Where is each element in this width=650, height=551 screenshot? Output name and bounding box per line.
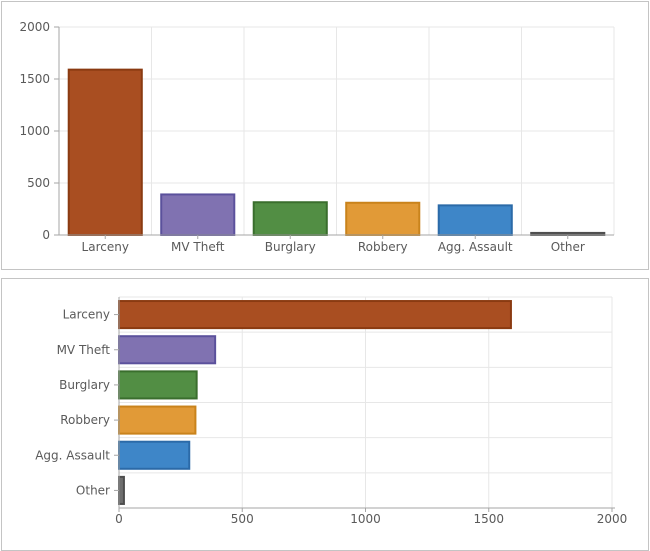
bar-robbery <box>118 405 197 435</box>
bar-chart-panel: Larceny MV Theft Burglary Robbery Agg. Assau… <box>1 278 649 551</box>
y-tick-label: 500 <box>27 176 50 190</box>
bar-mv-theft <box>118 335 217 365</box>
category-label: MV Theft <box>171 240 225 254</box>
bar-other <box>118 475 125 505</box>
y-tick-label: 1500 <box>19 72 50 86</box>
category-label: Larceny <box>82 240 129 254</box>
category-label: Robbery <box>60 413 110 427</box>
x-tick-label: 500 <box>231 512 254 526</box>
category-label: Other <box>76 483 110 497</box>
column-chart-panel: 0 500 1000 1500 2000 Larceny MV Theft Burglary R… <box>1 1 649 270</box>
category-label: Agg. Assault <box>438 240 513 254</box>
bar-chart: Larceny MV Theft Burglary Robbery Agg. Assau… <box>35 296 628 526</box>
bar-larceny <box>118 300 512 330</box>
column-robbery <box>345 201 421 236</box>
column-agg-assault <box>437 204 513 236</box>
column-mv-theft <box>160 193 236 237</box>
category-label: Burglary <box>265 240 316 254</box>
x-tick-label: 2000 <box>597 512 628 526</box>
category-label: Agg. Assault <box>35 448 110 462</box>
x-tick-label: 1500 <box>473 512 504 526</box>
category-label: Other <box>551 240 585 254</box>
x-tick-label: 1000 <box>350 512 381 526</box>
category-label: Robbery <box>358 240 408 254</box>
category-label: Larceny <box>63 308 110 322</box>
category-label: Burglary <box>59 378 110 392</box>
column-burglary <box>252 201 328 237</box>
y-tick-label: 1000 <box>19 124 50 138</box>
bar-agg-assault <box>118 440 191 470</box>
x-tick-label: 0 <box>115 512 123 526</box>
category-label: MV Theft <box>57 343 111 357</box>
y-tick-label: 2000 <box>19 20 50 34</box>
bar-burglary <box>118 370 198 400</box>
column-chart: 0 500 1000 1500 2000 Larceny MV Theft Burglary R… <box>19 20 615 254</box>
y-tick-label: 0 <box>42 228 50 242</box>
column-larceny <box>67 68 143 236</box>
